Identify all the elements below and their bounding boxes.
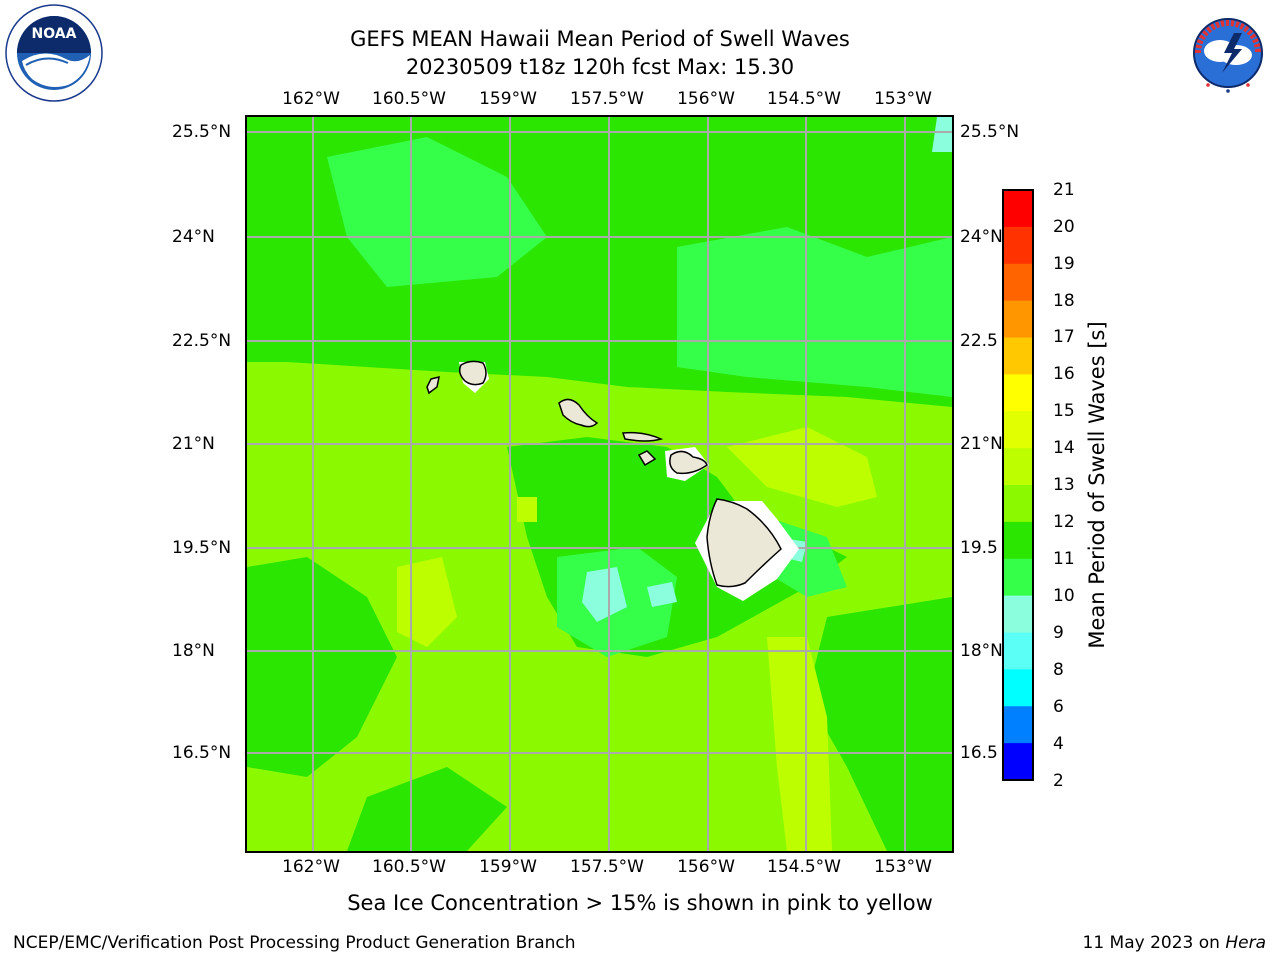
hawaiian-islands [426, 360, 799, 601]
nws-logo [1178, 3, 1278, 107]
colorbar-band [1003, 521, 1033, 560]
lat-tick-left: 21°N [172, 434, 215, 454]
field-13-14 [727, 427, 877, 507]
molokai-island [621, 431, 664, 442]
colorbar-band [1003, 448, 1033, 486]
oahu-island [558, 398, 599, 428]
footer-date: 11 May 2023 on Hera [1083, 933, 1267, 953]
footer-credit: NCEP/EMC/Verification Post Processing Pr… [13, 933, 576, 953]
lat-tick-left: 22.5°N [172, 331, 232, 351]
colorbar-band [1003, 632, 1033, 670]
colorbar-tick-label: 15 [1053, 401, 1075, 421]
lat-tick-right: 19.5 [960, 538, 998, 558]
footer-date-text: 11 May 2023 on [1082, 933, 1226, 953]
colorbar-band [1003, 558, 1033, 597]
colorbar-bands [1003, 190, 1033, 781]
colorbar-band [1003, 374, 1033, 412]
colorbar-band [1003, 669, 1033, 707]
lanai-island [637, 450, 657, 467]
colorbar-band [1003, 226, 1033, 265]
colorbar-band [1003, 190, 1033, 228]
lon-tick-bottom: 156°W [677, 857, 735, 877]
colorbar-tick-label: 10 [1053, 586, 1075, 606]
colorbar-frame [1002, 189, 1034, 781]
colorbar-tick-label: 4 [1053, 734, 1064, 754]
lon-tick-bottom: 154.5°W [767, 857, 841, 877]
big-island-hawaii [706, 498, 782, 588]
lon-tick-top: 156°W [677, 89, 735, 109]
lon-tick-bottom: 153°W [874, 857, 932, 877]
colorbar-band [1003, 263, 1033, 302]
lat-tick-right: 18°N [960, 641, 1003, 661]
colorbar-band [1003, 743, 1033, 781]
field-13-14 [517, 497, 537, 522]
field-9-10-pocket [647, 582, 677, 607]
colorbar-tick-label: 16 [1053, 364, 1075, 384]
colorbar [1002, 189, 1034, 781]
field-11-12-southeast [807, 597, 952, 851]
field-10-11-ne [677, 227, 952, 397]
colorbar-tick-label: 17 [1053, 327, 1075, 347]
lat-tick-right: 21°N [960, 434, 1003, 454]
field-10-11-nw [327, 137, 547, 287]
lon-tick-top: 154.5°W [767, 89, 841, 109]
field-9-10-pocket [582, 567, 627, 622]
field-11-12-west [247, 557, 397, 777]
field-9-10-pocket [932, 117, 952, 152]
colorbar-tick-label: 2 [1053, 771, 1064, 791]
kauai-island [458, 360, 487, 386]
colorbar-band [1003, 485, 1033, 523]
swell-period-map [247, 117, 952, 851]
lat-tick-left: 16.5°N [172, 743, 232, 763]
lon-tick-top: 153°W [874, 89, 932, 109]
colorbar-title: Mean Period of Swell Waves [s] [1085, 321, 1109, 649]
colorbar-band [1003, 706, 1033, 744]
field-11-12-south [347, 767, 507, 851]
colorbar-tick-label: 9 [1053, 623, 1064, 643]
lat-tick-left: 18°N [172, 641, 215, 661]
niihau-island [426, 375, 440, 395]
maui-island [669, 450, 708, 475]
colorbar-tick-label: 8 [1053, 660, 1064, 680]
colorbar-tick-label: 18 [1053, 291, 1075, 311]
chart-subtitle: 20230509 t18z 120h fcst Max: 15.30 [405, 55, 795, 79]
colorbar-tick-label: 20 [1053, 217, 1075, 237]
chart-title: GEFS MEAN Hawaii Mean Period of Swell Wa… [350, 27, 850, 51]
colorbar-tick-label: 12 [1053, 512, 1075, 532]
colorbar-tick-label: 6 [1053, 697, 1064, 717]
colorbar-band [1003, 411, 1033, 449]
lat-tick-right: 16.5 [960, 743, 998, 763]
lat-tick-left: 24°N [172, 227, 215, 247]
lon-tick-bottom: 160.5°W [372, 857, 446, 877]
noaa-logo-text: NOAA [32, 26, 77, 42]
field-13-14 [767, 637, 832, 851]
colorbar-band [1003, 337, 1033, 375]
lon-tick-bottom: 159°W [479, 857, 537, 877]
lat-tick-left: 19.5°N [172, 538, 232, 558]
map-panel[interactable] [245, 115, 954, 853]
colorbar-band [1003, 300, 1033, 338]
lat-tick-right: 25.5°N [960, 122, 1020, 142]
colorbar-band [1003, 595, 1033, 633]
lat-tick-left: 25.5°N [172, 122, 232, 142]
lon-tick-top: 160.5°W [372, 89, 446, 109]
lat-tick-right: 22.5 [960, 331, 998, 351]
footer-host: Hera [1225, 933, 1266, 953]
lon-tick-top: 162°W [282, 89, 340, 109]
colorbar-tick-label: 14 [1053, 438, 1075, 458]
colorbar-tick-label: 21 [1053, 180, 1075, 200]
lat-tick-right: 24°N [960, 227, 1003, 247]
lon-tick-bottom: 162°W [282, 857, 340, 877]
lon-tick-top: 159°W [479, 89, 537, 109]
colorbar-tick-label: 19 [1053, 254, 1075, 274]
colorbar-tick-label: 13 [1053, 475, 1075, 495]
noaa-logo: NOAA [4, 3, 104, 107]
colorbar-tick-label: 11 [1053, 549, 1075, 569]
graticule [247, 117, 952, 851]
lon-tick-bottom: 157.5°W [570, 857, 644, 877]
sea-ice-note: Sea Ice Concentration > 15% is shown in … [347, 891, 933, 915]
lon-tick-top: 157.5°W [570, 89, 644, 109]
